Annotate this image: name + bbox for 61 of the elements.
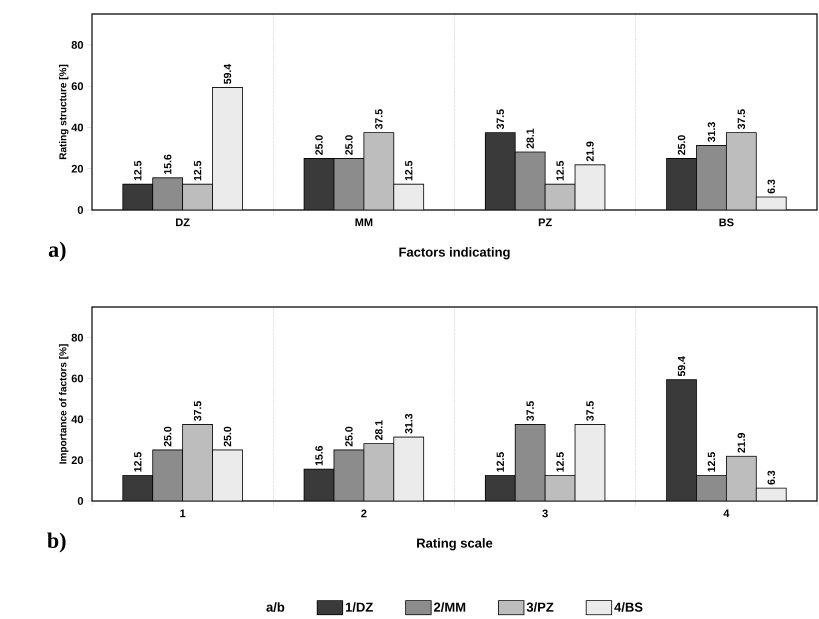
y-tick-label: 40 xyxy=(71,124,84,132)
y-tick-label: 80 xyxy=(72,334,84,342)
data-label: 28.1 xyxy=(526,128,534,148)
x-tick-label: PZ xyxy=(538,218,552,226)
data-label: 12.5 xyxy=(134,160,142,180)
x-axis-title: Factors indicating xyxy=(399,247,510,260)
data-label: 15.6 xyxy=(315,446,323,466)
data-label: 31.3 xyxy=(708,122,716,142)
data-label: 12.5 xyxy=(134,452,142,472)
data-label: 25.0 xyxy=(345,135,353,155)
text: b) xyxy=(47,532,66,552)
data-label: 12.5 xyxy=(556,452,564,472)
data-label: 37.5 xyxy=(375,109,383,130)
y-tick-label: 20 xyxy=(72,164,84,173)
x-tick-label: 1 xyxy=(180,510,186,518)
data-label: 59.4 xyxy=(678,356,686,376)
x-axis-title: Rating scale xyxy=(417,538,492,550)
data-label: 59.4 xyxy=(224,64,232,84)
legend-label: 4/BS xyxy=(614,602,642,612)
data-label: 12.5 xyxy=(556,160,564,180)
data-label: 21.9 xyxy=(738,433,746,453)
data-label: 15.6 xyxy=(164,154,172,174)
data-label: 28.1 xyxy=(375,420,383,440)
data-label: 25.0 xyxy=(164,426,172,446)
y-axis-title: Importance of factors [%] xyxy=(59,344,68,464)
x-tick-label: 2 xyxy=(361,510,366,518)
data-label: 12.5 xyxy=(708,452,716,472)
data-label: 21.9 xyxy=(586,142,594,162)
data-label: 6.3 xyxy=(768,470,775,485)
y-tick-label: 60 xyxy=(72,82,84,90)
x-tick-label: 4 xyxy=(723,510,730,518)
data-label: 31.3 xyxy=(405,414,412,434)
y-tick-label: 40 xyxy=(71,415,84,424)
legend-label: 1/DZ xyxy=(346,602,373,612)
data-label: 37.5 xyxy=(586,401,594,421)
legend-label: 3/PZ xyxy=(526,602,554,612)
data-label: 25.0 xyxy=(345,426,353,446)
data-label: 12.5 xyxy=(496,452,504,472)
y-axis-title: Rating structure [%] xyxy=(59,64,68,160)
data-label: 25.0 xyxy=(315,135,323,155)
y-tick-label: 80 xyxy=(72,41,84,49)
data-label: 37.5 xyxy=(738,109,746,130)
data-label: 37.5 xyxy=(194,401,202,421)
y-tick-label: 0 xyxy=(78,206,84,214)
y-tick-label: 20 xyxy=(72,456,84,464)
data-label: 6.3 xyxy=(768,180,775,194)
data-label: 25.0 xyxy=(678,135,686,155)
legend-title: a/b xyxy=(266,602,284,612)
x-tick-label: DZ xyxy=(176,218,190,226)
data-label: 12.5 xyxy=(194,160,202,180)
y-tick-label: 0 xyxy=(78,497,84,505)
x-tick-label: 3 xyxy=(542,510,548,518)
data-label: 25.0 xyxy=(224,426,232,446)
data-label: 37.5 xyxy=(526,401,534,421)
text: a) xyxy=(48,242,66,262)
x-tick-label: MM xyxy=(355,218,372,226)
legend-label: 2/MM xyxy=(434,602,466,612)
y-tick-label: 60 xyxy=(72,374,84,382)
data-label: 12.5 xyxy=(405,160,412,180)
data-label: 37.5 xyxy=(496,109,504,130)
x-tick-label: BS xyxy=(719,218,734,226)
